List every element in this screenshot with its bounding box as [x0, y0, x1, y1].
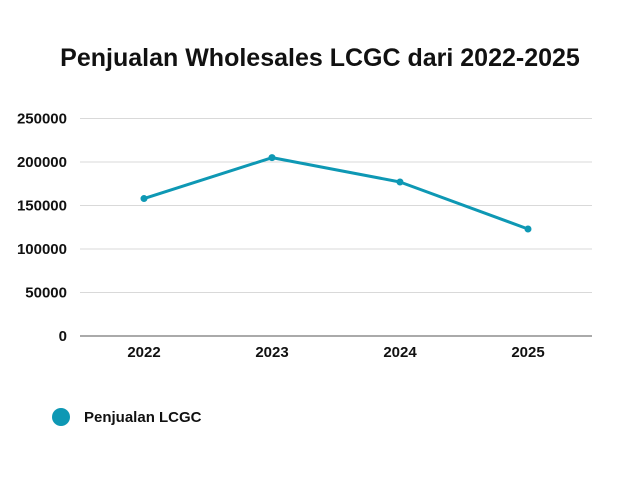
series-line: [143, 156, 529, 231]
x-tick-label: 2023: [255, 344, 288, 361]
y-tick-label: 100000: [17, 241, 67, 258]
x-tick-label: 2025: [511, 344, 544, 361]
legend-label: Penjualan LCGC: [84, 408, 202, 426]
data-point: [396, 178, 404, 186]
chart-title: Penjualan Wholesales LCGC dari 2022-2025: [60, 44, 580, 72]
data-point: [140, 195, 148, 203]
y-tick-label: 0: [59, 328, 67, 345]
y-tick-label: 200000: [17, 154, 67, 171]
y-tick-label: 150000: [17, 198, 67, 215]
x-tick-label: 2022: [127, 344, 160, 361]
y-tick-label: 250000: [17, 111, 67, 128]
data-point: [524, 225, 532, 233]
data-point: [268, 154, 276, 162]
x-tick-label: 2024: [383, 344, 417, 361]
legend-marker-icon: [52, 408, 70, 426]
y-tick-label: 50000: [25, 285, 67, 302]
legend: Penjualan LCGC: [52, 408, 202, 426]
